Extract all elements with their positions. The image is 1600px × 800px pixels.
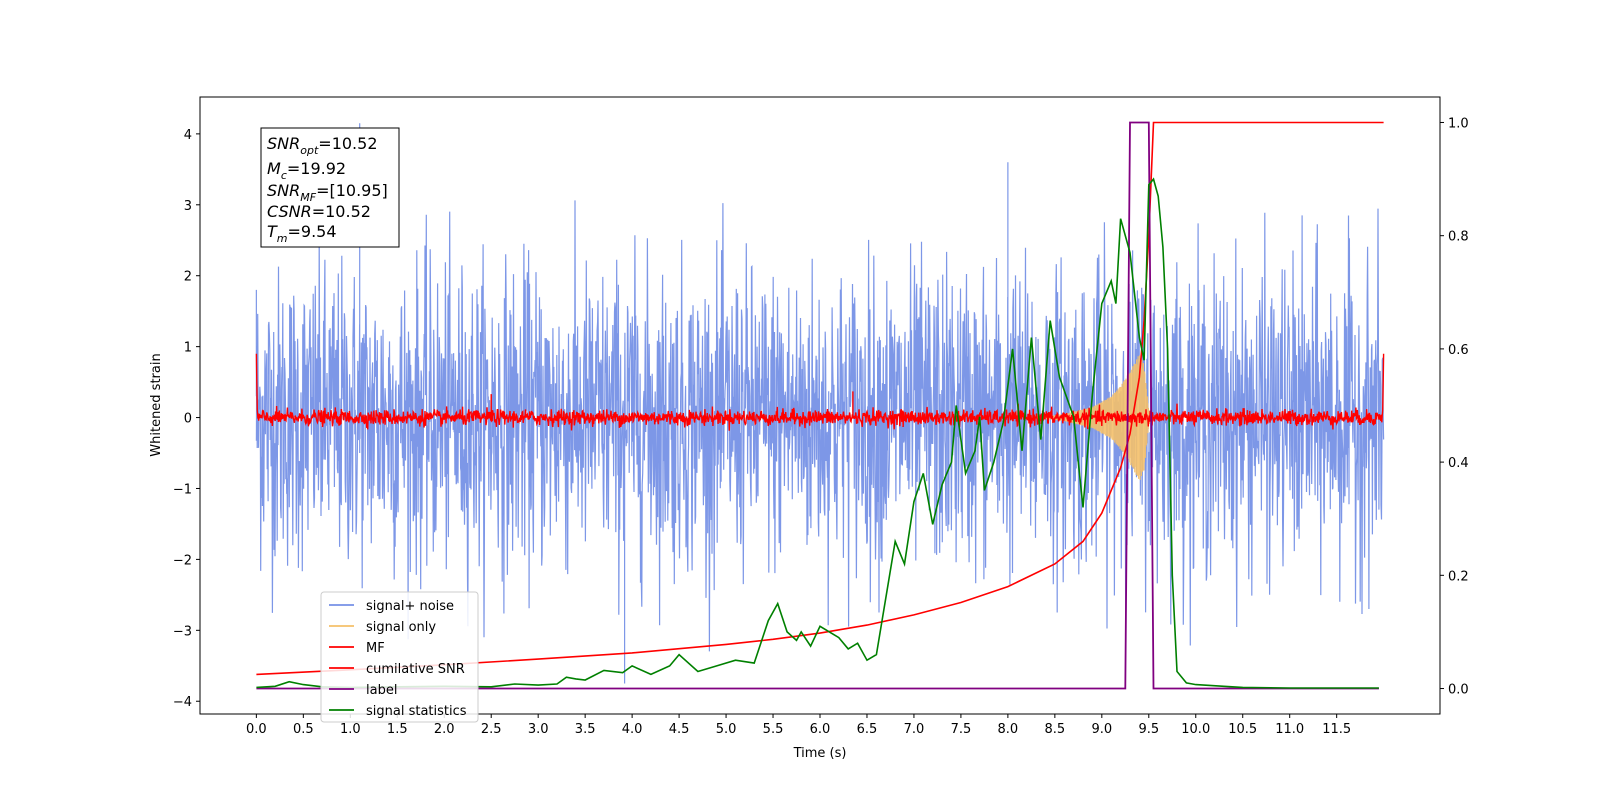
y2-tick-label: 0.6 (1448, 343, 1469, 358)
x-tick-label: 6.5 (857, 722, 878, 737)
x-tick-label: 1.5 (387, 722, 408, 737)
x-tick-label: 0.0 (246, 722, 267, 737)
y2-tick-label: 1.0 (1448, 116, 1469, 131)
info-annotation-box: SNRopt=10.52 Mc=19.92 SNRMF=[10.95] CSNR… (260, 127, 400, 248)
info-box-frame (260, 127, 400, 248)
y-axis-left: 4 3 2 1 0 −1 −2 −3 −4 (173, 128, 200, 710)
legend-entry: signal statistics (366, 704, 467, 719)
y2-tick-label: 0.2 (1448, 569, 1469, 584)
x-tick-label: 9.5 (1138, 722, 1159, 737)
x-tick-label: 5.0 (716, 722, 737, 737)
legend-entry: signal+ noise (366, 599, 454, 614)
legend-entry: MF (366, 641, 385, 656)
x-tick-label: 8.5 (1045, 722, 1066, 737)
y2-tick-label: 0.4 (1448, 456, 1469, 471)
y-tick-label: −1 (173, 482, 192, 497)
legend-frame (320, 591, 479, 723)
series-signal-only (1035, 355, 1154, 480)
x-tick-label: 11.5 (1322, 722, 1351, 737)
info-line-csnr: CSNR=10.52 (267, 202, 371, 221)
x-tick-label: 0.5 (293, 722, 314, 737)
x-tick-label: 3.0 (528, 722, 549, 737)
x-tick-label: 5.5 (763, 722, 784, 737)
x-axis-label: Time (s) (793, 746, 847, 761)
x-tick-label: 8.0 (998, 722, 1019, 737)
y-tick-label: 1 (184, 341, 192, 356)
x-tick-label: 1.0 (340, 722, 361, 737)
legend: signal+ noise signal only MF cumilative SNR… (320, 591, 479, 723)
x-tick-label: 7.5 (951, 722, 972, 737)
x-tick-label: 3.5 (575, 722, 596, 737)
x-tick-label: 2.5 (481, 722, 502, 737)
series-layer (255, 121, 1385, 690)
x-tick-label: 9.0 (1091, 722, 1112, 737)
y-axis-right: 1.0 0.8 0.6 0.4 0.2 0.0 (1440, 116, 1469, 698)
series-mf (255, 353, 1385, 431)
x-tick-label: 7.0 (904, 722, 925, 737)
info-line-snr-opt: SNRopt=10.52 (267, 134, 378, 157)
series-label (256, 121, 1379, 690)
x-tick-label: 4.5 (669, 722, 690, 737)
legend-entry: signal only (366, 620, 436, 635)
y2-tick-label: 0.8 (1448, 230, 1469, 245)
y-tick-label: −3 (173, 624, 192, 639)
y-tick-label: −4 (173, 695, 192, 710)
x-tick-label: 6.0 (810, 722, 831, 737)
y-axis-label: Whitened strain (149, 353, 164, 456)
series-signal-noise (255, 123, 1385, 684)
info-line-mc: Mc=19.92 (267, 159, 346, 182)
y2-tick-label: 0.0 (1448, 683, 1469, 698)
x-tick-label: 10.5 (1228, 722, 1257, 737)
info-line-snr-mf: SNRMF=[10.95] (267, 181, 388, 204)
y-tick-label: 2 (184, 270, 192, 285)
x-tick-label: 4.0 (622, 722, 643, 737)
legend-entry: cumilative SNR (366, 662, 465, 677)
legend-entry: label (366, 683, 397, 698)
x-axis: 0.0 0.5 1.0 1.5 2.0 2.5 3.0 3.5 4.0 4.5 5.0 5.5 6.0 6… (246, 714, 1351, 737)
series-signal-statistics (256, 177, 1379, 689)
info-line-tm: Tm=9.54 (267, 222, 337, 245)
x-tick-label: 11.0 (1275, 722, 1304, 737)
y-tick-label: 4 (184, 128, 192, 143)
y-tick-label: 3 (184, 199, 192, 214)
x-tick-label: 10.0 (1181, 722, 1210, 737)
y-tick-label: −2 (173, 553, 192, 568)
y-tick-label: 0 (184, 412, 192, 427)
legend-items: signal+ noise signal only MF cumilative SNR… (329, 599, 467, 719)
x-tick-label: 2.0 (434, 722, 455, 737)
